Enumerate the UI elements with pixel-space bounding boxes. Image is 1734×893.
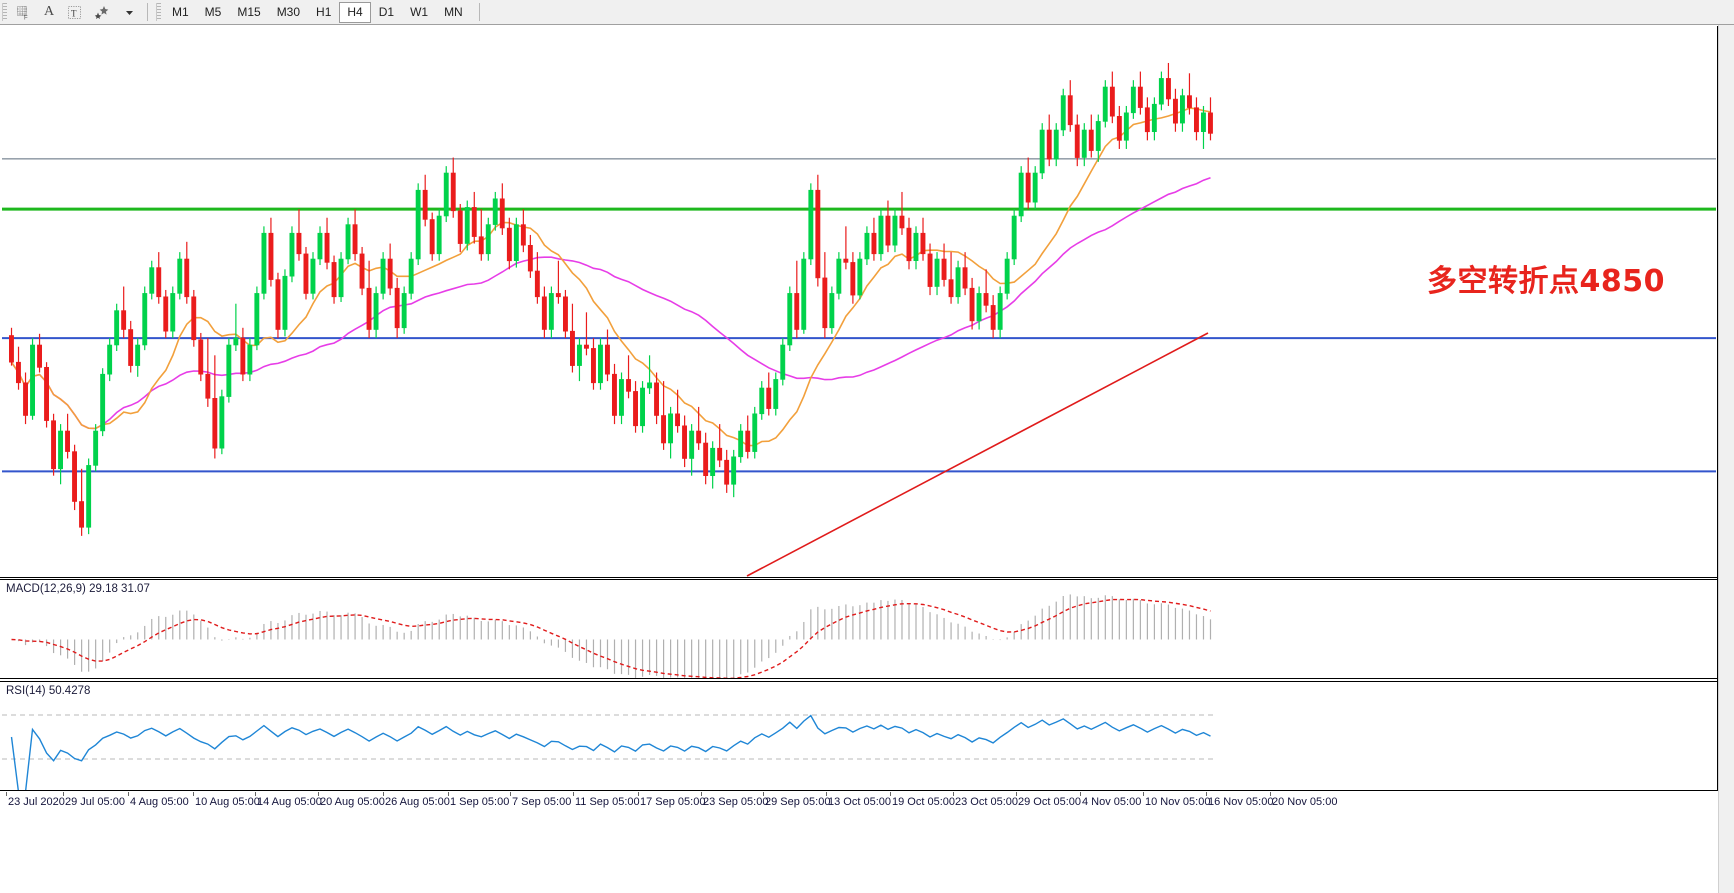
time-tick-mark (1080, 792, 1081, 796)
time-axis[interactable]: 23 Jul 2020 29 Jul 05:00 4 Aug 05:00 10 Aug… (0, 792, 1734, 814)
time-tick-mark (128, 792, 129, 796)
chart-annotation-text: 多空转折点4850 (1427, 264, 1665, 299)
time-axis-label: 17 Sep 05:00 (640, 796, 706, 808)
time-axis-label: 7 Sep 05:00 (512, 796, 572, 808)
chevron-down-icon[interactable] (117, 1, 141, 23)
time-tick-mark (890, 792, 891, 796)
time-axis-label: 20 Aug 05:00 (320, 796, 385, 808)
time-tick-mark (1206, 792, 1207, 796)
timeframe-m30[interactable]: M30 (276, 5, 301, 19)
time-axis-label: 19 Oct 05:00 (892, 796, 955, 808)
timeframe-mn[interactable]: MN (444, 5, 463, 19)
toolbar-separator-2 (478, 3, 480, 21)
time-tick-mark (318, 792, 319, 796)
time-tick-mark (63, 792, 64, 796)
time-axis-label: 1 Sep 05:00 (450, 796, 510, 808)
time-tick-mark (510, 792, 511, 796)
time-tick-mark (1143, 792, 1144, 796)
time-tick-mark (701, 792, 702, 796)
svg-text:F: F (24, 15, 28, 20)
time-tick-mark (383, 792, 384, 796)
chart-canvas-area[interactable]: ▼ CHINA300-,H4 4954.4 4957.0 4906.8 4908… (0, 25, 1734, 893)
time-tick-mark (1016, 792, 1017, 796)
timeframe-d1[interactable]: D1 (378, 5, 395, 19)
time-tick-mark (1270, 792, 1271, 796)
time-tick-mark (953, 792, 954, 796)
time-axis-label: 20 Nov 05:00 (1272, 796, 1338, 808)
time-axis-label: 10 Aug 05:00 (195, 796, 260, 808)
timeframe-m1[interactable]: M1 (172, 5, 189, 19)
timeframe-w1[interactable]: W1 (410, 5, 429, 19)
time-axis-label: 14 Aug 05:00 (257, 796, 322, 808)
time-axis-label: 29 Sep 05:00 (765, 796, 831, 808)
time-axis-label: 29 Jul 05:00 (65, 796, 125, 808)
price-pane[interactable]: 多空转折点4850 (0, 26, 1718, 578)
toolbar-grip-1[interactable] (2, 3, 7, 21)
timeframe-h1[interactable]: H1 (316, 5, 332, 19)
macd-plot-area[interactable] (2, 580, 1718, 678)
time-tick-mark (448, 792, 449, 796)
time-axis-label: 16 Nov 05:00 (1208, 796, 1274, 808)
macd-pane[interactable]: MACD(12,26,9) 29.18 31.07 (0, 579, 1718, 679)
time-axis-label: 29 Oct 05:00 (1018, 796, 1081, 808)
timeframe-h4[interactable]: H4 (339, 1, 371, 23)
time-axis-label: 23 Oct 05:00 (955, 796, 1018, 808)
time-tick-mark (826, 792, 827, 796)
macd-title: MACD(12,26,9) 29.18 31.07 (6, 583, 150, 595)
timeframe-m15[interactable]: M15 (237, 5, 261, 19)
objects-list-icon[interactable] (88, 1, 117, 23)
time-axis-label: 13 Oct 05:00 (828, 796, 891, 808)
time-tick-mark (638, 792, 639, 796)
time-tick-mark (193, 792, 194, 796)
time-axis-label: 26 Aug 05:00 (385, 796, 450, 808)
rsi-plot-area[interactable] (2, 682, 1718, 790)
time-axis-label: 11 Sep 05:00 (575, 796, 640, 808)
time-axis-label: 4 Nov 05:00 (1082, 796, 1142, 808)
time-tick-mark (763, 792, 764, 796)
price-axis-divider (1717, 26, 1718, 791)
time-axis-label: 10 Nov 05:00 (1145, 796, 1211, 808)
time-axis-label: 4 Aug 05:00 (130, 796, 189, 808)
time-tick-mark (6, 792, 7, 796)
main-toolbar: F A T M1 M5 M15 M30 (0, 0, 1734, 25)
text-label-icon[interactable]: A (43, 4, 55, 19)
vertical-scroll-gutter[interactable] (1718, 25, 1734, 893)
time-tick-mark (255, 792, 256, 796)
toolbar-separator-1 (147, 3, 148, 21)
time-axis-label: 23 Sep 05:00 (703, 796, 769, 808)
rsi-title: RSI(14) 50.4278 (6, 685, 91, 697)
time-tick-mark (573, 792, 574, 796)
crosshair-f-icon[interactable]: F (10, 1, 37, 23)
price-plot-area[interactable] (2, 26, 1718, 577)
rsi-pane[interactable]: RSI(14) 50.4278 (0, 681, 1718, 791)
toolbar-grip-2[interactable] (156, 3, 161, 21)
time-axis-label: 23 Jul 2020 (8, 796, 65, 808)
svg-text:T: T (71, 8, 77, 18)
timeframe-m5[interactable]: M5 (204, 5, 222, 19)
text-box-icon[interactable]: T (61, 1, 88, 23)
